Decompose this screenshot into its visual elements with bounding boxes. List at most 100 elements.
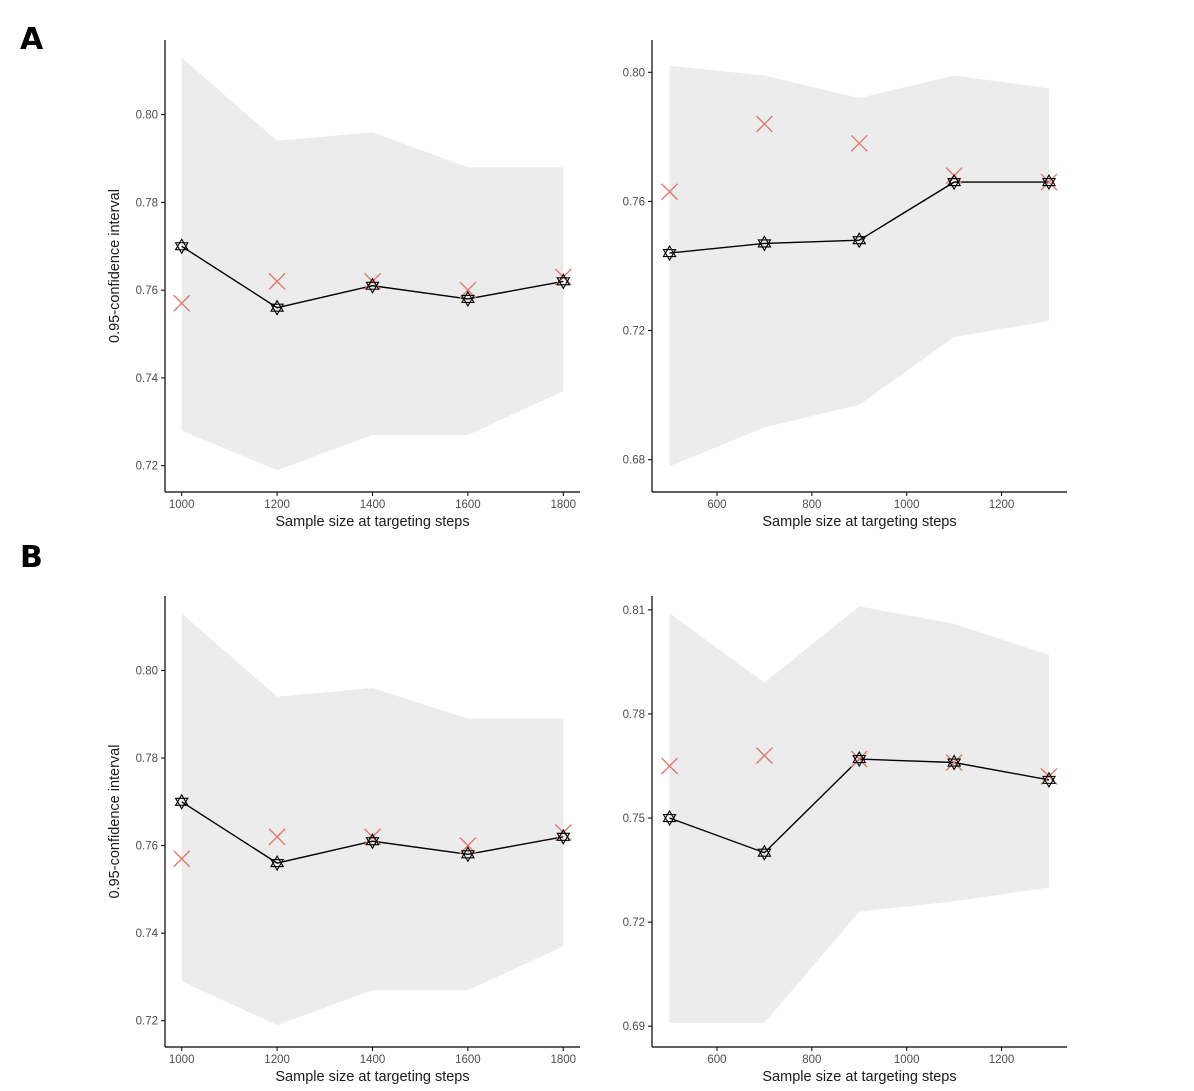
y-tick-label: 0.68 (623, 455, 645, 467)
y-tick-label: 0.72 (623, 917, 645, 929)
estimate-marker (365, 833, 380, 850)
estimate-marker (1041, 173, 1057, 191)
cross-stroke (554, 268, 572, 286)
estimate-marker (270, 855, 285, 872)
confidence-band (669, 65, 1049, 467)
x-tick-label: 1000 (894, 1054, 920, 1066)
triangle-up-marker (174, 238, 189, 251)
chart-panel-a-right: 0.68 0.72 0.76 0.80 600 800 1000 1200 Sample siz… (623, 40, 1067, 530)
x-tick-label: 1800 (551, 499, 577, 511)
estimate-marker (852, 750, 867, 768)
triangle-up-marker (460, 290, 475, 303)
x-tick-label: 1600 (455, 499, 481, 511)
y-tick-label: 0.78 (136, 753, 158, 765)
x-tick-label: 1400 (360, 499, 386, 511)
y-tick-label: 0.80 (136, 110, 158, 122)
chart-panel-b-right: 0.69 0.72 0.75 0.78 0.81 600 800 1000 1200 Sample… (623, 596, 1067, 1085)
triangle-up-marker (270, 855, 285, 868)
y-tick-label: 0.72 (136, 461, 158, 473)
triangle-down-marker (174, 242, 189, 255)
triangle-down-marker (556, 277, 571, 290)
x-tick-label: 1400 (360, 1054, 386, 1066)
triangle-down-marker (947, 758, 962, 771)
cross-stroke (850, 750, 868, 768)
cross-marker (755, 747, 773, 765)
triangle-down-marker (662, 813, 677, 827)
cross-stroke (1040, 173, 1058, 191)
cross-stroke (268, 272, 286, 290)
cross-marker (661, 757, 679, 775)
triangle-down-marker (1041, 178, 1057, 191)
estimate-marker (556, 828, 571, 845)
cross-marker (945, 754, 963, 772)
estimate-marker (174, 238, 189, 255)
cross-marker (1040, 173, 1058, 191)
y-tick-label: 0.72 (623, 326, 645, 338)
triangle-up-marker (174, 793, 189, 806)
x-axis-title: Sample size at targeting steps (762, 1069, 956, 1085)
cross-stroke (661, 757, 679, 775)
x-axis-title: Sample size at targeting steps (275, 514, 469, 530)
y-tick-label: 0.80 (136, 665, 158, 677)
triangle-up-marker (662, 809, 677, 823)
estimate-marker (662, 244, 677, 262)
triangle-down-marker (1041, 775, 1057, 788)
y-tick-label: 0.76 (136, 841, 158, 853)
x-axis-title: Sample size at targeting steps (275, 1069, 469, 1085)
x-tick-label: 1200 (989, 499, 1015, 511)
cross-stroke (268, 828, 286, 846)
cross-stroke (554, 823, 572, 841)
estimate-marker (662, 809, 677, 827)
cross-stroke (661, 183, 679, 201)
y-axis-title: 0.95-confidence interval (107, 189, 123, 343)
triangle-down-marker (365, 837, 380, 850)
y-tick-label: 0.78 (136, 197, 158, 209)
y-tick-label: 0.75 (623, 813, 645, 825)
estimate-marker (365, 277, 380, 294)
triangle-up-marker (556, 828, 571, 841)
triangle-down-marker (270, 859, 285, 872)
triangle-up-marker (662, 244, 677, 258)
cross-stroke (755, 747, 773, 765)
cross-stroke (173, 850, 191, 868)
cross-stroke (364, 272, 381, 290)
y-tick-label: 0.80 (623, 67, 645, 79)
x-tick-label: 1000 (894, 499, 920, 511)
estimate-marker (757, 235, 772, 252)
cross-marker (850, 134, 868, 152)
cross-stroke (850, 134, 868, 152)
estimate-line (181, 801, 564, 864)
estimate-marker (270, 299, 285, 316)
cross-stroke (945, 754, 963, 772)
panel-label-b: B (20, 540, 43, 575)
triangle-down-marker (852, 755, 867, 768)
x-tick-label: 600 (707, 1054, 726, 1066)
x-tick-label: 1200 (989, 1054, 1015, 1066)
x-axis-title: Sample size at targeting steps (762, 514, 956, 530)
cross-stroke (755, 115, 773, 133)
y-axis-title: 0.95-confidence interval (107, 745, 123, 899)
chart-panel-a-left: 0.72 0.74 0.76 0.78 0.80 1000 1200 1400 1600 1800… (107, 40, 580, 530)
triangle-up-marker (947, 754, 962, 767)
triangle-up-marker (852, 232, 867, 245)
x-tick-label: 600 (707, 499, 726, 511)
triangle-down-marker (460, 294, 475, 308)
x-tick-label: 1200 (264, 499, 290, 511)
triangle-down-marker (757, 239, 772, 252)
triangle-down-marker (174, 797, 189, 810)
cross-marker (173, 294, 191, 312)
x-tick-label: 1000 (169, 1054, 195, 1066)
x-tick-label: 1000 (169, 499, 195, 511)
triangle-down-marker (662, 249, 677, 262)
triangle-up-marker (1041, 173, 1057, 187)
confidence-band (669, 606, 1049, 1023)
x-tick-label: 1800 (551, 1054, 577, 1066)
y-tick-label: 0.69 (623, 1021, 645, 1033)
estimate-marker (947, 173, 962, 191)
estimate-marker (852, 232, 867, 249)
y-tick-label: 0.74 (136, 373, 159, 385)
cross-marker (554, 268, 572, 286)
x-tick-label: 800 (802, 499, 821, 511)
triangle-up-marker (852, 750, 867, 764)
